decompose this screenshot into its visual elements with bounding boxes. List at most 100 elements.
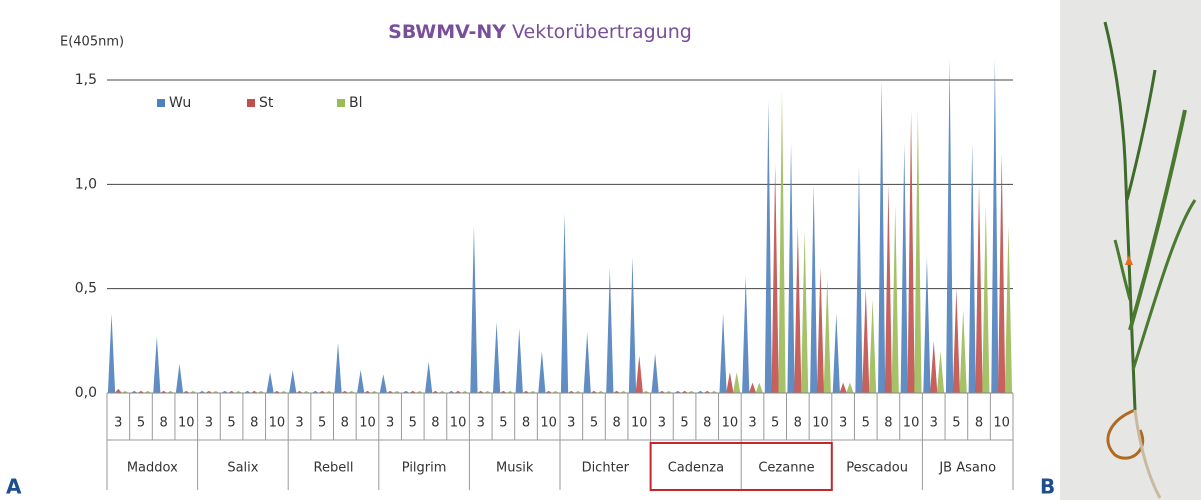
bar: [166, 390, 175, 393]
bar: [121, 390, 129, 393]
group-label: Cezanne: [758, 461, 814, 476]
bar: [325, 390, 333, 393]
bar: [302, 390, 310, 393]
bar: [914, 111, 922, 394]
bar: [726, 372, 734, 393]
leaf: [1128, 109, 1187, 331]
bar: [379, 374, 387, 393]
bar: [800, 230, 809, 393]
bar: [665, 390, 673, 393]
bar: [227, 390, 236, 393]
x-tick-label: 10: [540, 416, 557, 431]
bar: [483, 390, 492, 393]
bar: [574, 390, 582, 393]
bar: [891, 205, 899, 393]
highlight-box: [649, 442, 833, 491]
bar: [778, 90, 786, 393]
bar: [855, 167, 863, 393]
x-tick-label: 5: [227, 416, 235, 431]
bar: [628, 257, 637, 393]
panel-label: B: [1040, 475, 1055, 499]
group-label: Pescadou: [846, 461, 908, 476]
group-label: Maddox: [127, 461, 178, 476]
legend-swatch: [157, 99, 165, 107]
bar: [710, 390, 718, 393]
bar: [635, 355, 643, 393]
x-tick-label: 8: [884, 416, 892, 431]
bar: [234, 390, 242, 393]
x-tick-label: 5: [590, 416, 598, 431]
bar: [810, 184, 818, 393]
bar: [212, 390, 220, 393]
bar: [198, 390, 206, 393]
bar: [748, 382, 757, 393]
bar: [341, 390, 349, 393]
bar: [160, 390, 168, 393]
bar: [205, 390, 213, 393]
bar: [363, 390, 372, 393]
x-tick-label: 10: [359, 416, 376, 431]
x-tick-label: 3: [114, 416, 122, 431]
group-label: JB Asano: [938, 461, 996, 476]
x-tick-label: 10: [812, 416, 829, 431]
bar: [613, 390, 621, 393]
root: [1133, 409, 1162, 499]
x-tick-label: 8: [431, 416, 439, 431]
x-tick-label: 5: [952, 416, 960, 431]
x-tick-label: 8: [159, 416, 167, 431]
legend-swatch: [247, 99, 255, 107]
x-tick-label: 5: [137, 416, 145, 431]
bar: [945, 59, 954, 394]
bar: [311, 390, 320, 393]
group-label: Pilgrim: [402, 461, 447, 476]
bar: [742, 276, 750, 393]
x-tick-label: 3: [658, 416, 666, 431]
bar: [144, 390, 152, 393]
x-tick-label: 10: [722, 416, 739, 431]
bar: [318, 390, 326, 393]
bar: [506, 390, 514, 393]
bar: [114, 388, 122, 393]
x-tick-label: 5: [680, 416, 688, 431]
bar: [425, 361, 433, 393]
bar: [930, 340, 938, 393]
x-tick-label: 10: [178, 416, 195, 431]
plant-photo: [1060, 0, 1201, 500]
x-tick-label: 8: [612, 416, 620, 431]
bar: [477, 390, 485, 393]
bar: [221, 390, 229, 393]
bar: [295, 390, 304, 393]
bar: [402, 390, 410, 393]
bar: [461, 390, 469, 393]
bar: [900, 142, 908, 393]
bar: [370, 390, 378, 393]
x-tick-label: 8: [250, 416, 258, 431]
x-tick-label: 3: [839, 416, 847, 431]
bar: [764, 100, 773, 393]
bar: [289, 370, 297, 393]
bar: [182, 390, 190, 393]
x-tick-label: 10: [450, 416, 467, 431]
bar: [522, 390, 530, 393]
x-tick-label: 8: [522, 416, 530, 431]
group-label: Salix: [227, 461, 258, 476]
x-tick-label: 3: [567, 416, 575, 431]
bar: [583, 332, 591, 393]
y-tick-label: 1,0: [75, 176, 97, 192]
bar: [431, 390, 440, 393]
bar: [674, 390, 682, 393]
bar: [250, 390, 258, 393]
bar: [642, 390, 650, 393]
bar: [538, 351, 546, 393]
x-tick-label: 10: [903, 416, 920, 431]
bar: [982, 205, 990, 393]
bar: [687, 390, 695, 393]
bar: [409, 390, 417, 393]
x-tick-label: 3: [477, 416, 485, 431]
x-tick-label: 5: [862, 416, 870, 431]
x-tick-label: 8: [975, 416, 983, 431]
bar: [868, 299, 877, 393]
bar: [515, 328, 523, 393]
x-tick-label: 3: [748, 416, 756, 431]
bar: [347, 390, 356, 393]
